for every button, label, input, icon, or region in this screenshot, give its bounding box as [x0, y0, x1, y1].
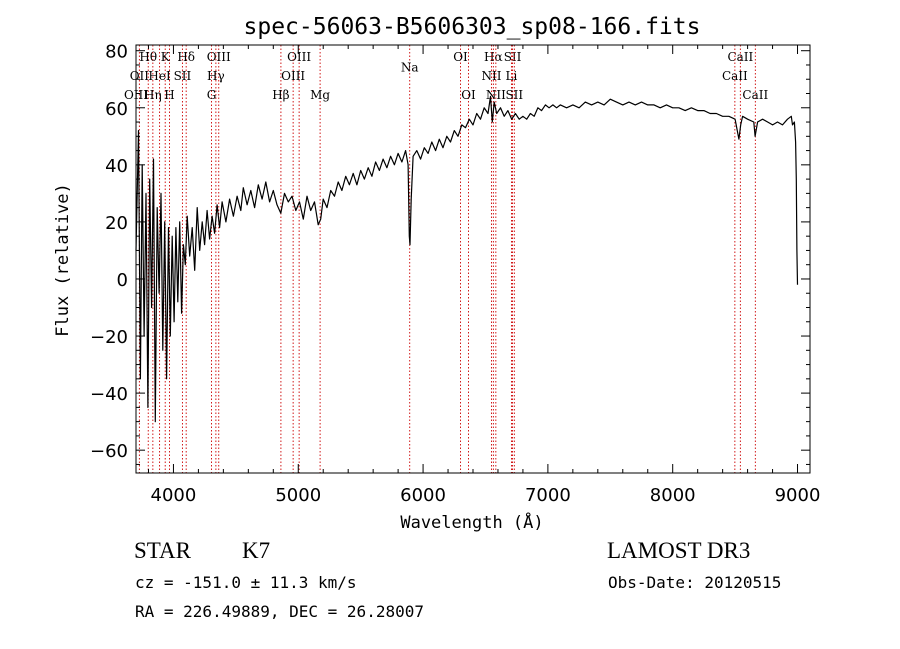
y-tick-label-7: 80	[105, 42, 128, 63]
marker-label-0: Hθ	[139, 50, 157, 64]
y-tick-label-1: −40	[90, 384, 128, 405]
marker-label-25: NII	[486, 88, 506, 102]
marker-label-21: Hβ	[272, 88, 289, 102]
plot-frame	[135, 44, 811, 474]
marker-label-7: SII	[504, 50, 522, 64]
marker-label-26: SII	[505, 88, 523, 102]
y-tick-label-3: 0	[117, 270, 128, 291]
marker-label-23: Na	[401, 60, 419, 74]
marker-label-2: Hδ	[177, 50, 195, 64]
y-tick-label-0: −60	[90, 441, 128, 462]
marker-label-24: OI	[461, 88, 476, 102]
marker-label-19: H	[164, 88, 174, 102]
marker-label-13: OIII	[281, 69, 305, 83]
survey-name: LAMOST DR3	[607, 538, 751, 563]
x-axis: 4000 5000 6000 7000 8000 9000	[147, 45, 821, 506]
marker-label-6: Hα	[484, 50, 503, 64]
y-tick-label-5: 40	[105, 156, 128, 177]
x-tick-label-1: 5000	[275, 485, 321, 506]
y-tick-label-6: 60	[105, 99, 128, 120]
x-tick-label-3: 7000	[525, 485, 571, 506]
x-axis-label: Wavelength (Å)	[400, 511, 543, 533]
flux-series	[135, 95, 799, 423]
marker-label-20: G	[207, 88, 217, 102]
marker-label-10: HeI	[148, 69, 171, 83]
marker-label-12: Hγ	[207, 69, 225, 83]
y-tick-label-4: 20	[105, 213, 128, 234]
marker-label-1: K	[161, 50, 171, 64]
marker-label-27: CaII	[742, 88, 768, 102]
marker-label-11: SII	[174, 69, 192, 83]
marker-label-3: OIII	[207, 50, 231, 64]
y-tick-label-2: −20	[90, 327, 128, 348]
observation-date: Obs-Date: 20120515	[608, 573, 782, 592]
object-subclass: K7	[242, 538, 271, 563]
marker-label-15: Li	[506, 69, 518, 83]
series-line-0	[135, 95, 799, 423]
y-axis-label: Flux (relative)	[53, 183, 73, 337]
marker-label-18: Hη	[144, 88, 162, 102]
marker-label-22: Mg	[310, 88, 330, 102]
marker-label-16: CaII	[722, 69, 748, 83]
marker-label-5: OI	[453, 50, 468, 64]
marker-label-4: OIII	[287, 50, 311, 64]
marker-label-8: CaII	[727, 50, 753, 64]
marker-label-14: NII	[481, 69, 501, 83]
coordinates: RA = 226.49889, DEC = 26.28007	[135, 602, 424, 621]
y-axis: −60 −40 −20 0 20 40 60 80	[90, 42, 810, 465]
marker-label-9: OII	[130, 69, 150, 83]
x-tick-label-4: 8000	[650, 485, 696, 506]
x-tick-label-2: 6000	[400, 485, 446, 506]
object-class: STAR	[134, 538, 191, 563]
x-tick-label-0: 4000	[151, 485, 197, 506]
x-tick-label-5: 9000	[775, 485, 821, 506]
chart-title: spec-56063-B5606303_sp08-166.fits	[244, 14, 701, 40]
redshift-velocity: cz = -151.0 ± 11.3 km/s	[135, 573, 357, 592]
